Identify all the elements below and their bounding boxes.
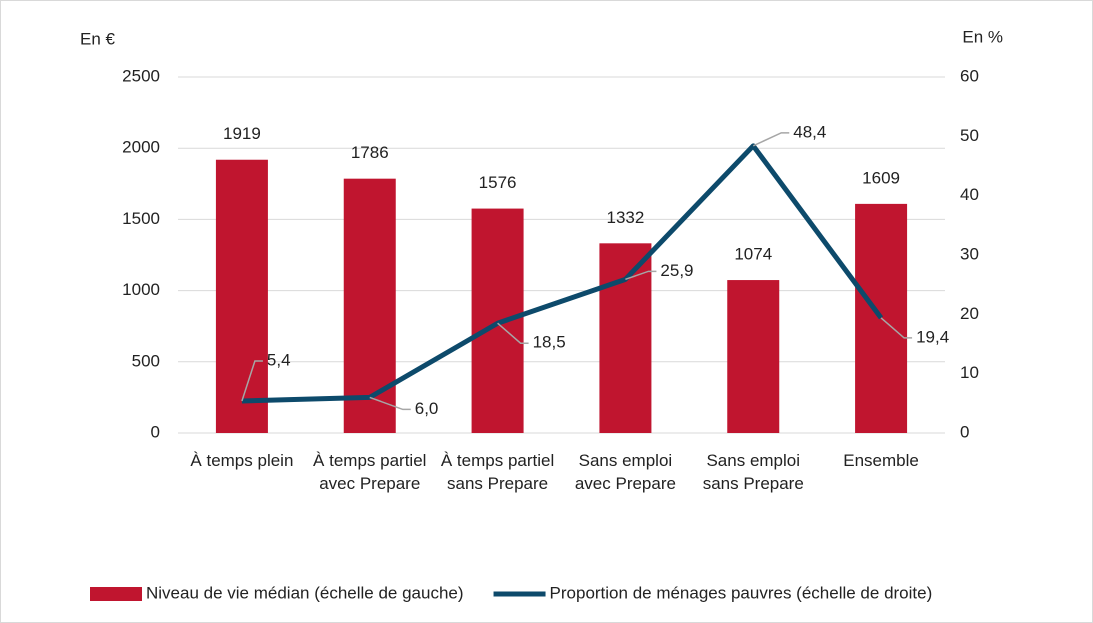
y2-tick-label: 40 xyxy=(960,185,979,204)
bar xyxy=(343,178,396,433)
y-tick-label: 1000 xyxy=(122,280,160,299)
bar-value-label: 1609 xyxy=(862,168,900,187)
x-tick-label: Ensemble xyxy=(843,451,919,470)
line-value-label: 6,0 xyxy=(415,399,439,418)
x-tick-label: À temps partiel avec Prepare xyxy=(313,451,427,493)
y2-tick-label: 60 xyxy=(960,66,979,85)
y2-tick-label: 10 xyxy=(960,363,979,382)
x-tick-label-box: Ensemble xyxy=(843,451,919,470)
x-tick-label: À temps plein xyxy=(190,451,294,470)
leader-line xyxy=(241,360,263,402)
y2-axis-label: En % xyxy=(962,27,1003,46)
y-axis-label: En € xyxy=(80,29,116,48)
bar-value-label: 1332 xyxy=(607,208,645,227)
leader-line xyxy=(369,396,411,411)
y2-tick-label: 0 xyxy=(960,422,969,441)
legend-label: Proportion de ménages pauvres (échelle d… xyxy=(550,583,933,602)
line-value-label: 25,9 xyxy=(660,261,693,280)
x-tick-label-box: À temps plein xyxy=(190,451,294,470)
x-tick-label-box: Sans emploi avec Prepare xyxy=(574,451,676,493)
x-tick-label-box: À temps partiel avec Prepare xyxy=(313,451,427,493)
y2-tick-label: 50 xyxy=(960,126,979,145)
bar-value-label: 1074 xyxy=(734,245,772,264)
bar xyxy=(215,159,268,433)
line-value-label: 5,4 xyxy=(267,350,291,369)
x-tick-label-box: À temps partiel sans Prepare xyxy=(440,451,555,493)
y-tick-label: 2000 xyxy=(122,138,160,157)
leader-line xyxy=(880,317,913,339)
y-tick-label: 1500 xyxy=(122,209,160,228)
y-tick-label: 0 xyxy=(151,422,160,441)
bar xyxy=(727,280,780,433)
bar-value-label: 1919 xyxy=(223,124,261,143)
line-value-label: 18,5 xyxy=(533,333,566,352)
x-tick-label: À temps partiel sans Prepare xyxy=(440,451,555,493)
y2-tick-label: 20 xyxy=(960,304,979,323)
leader-line xyxy=(625,270,657,281)
bar xyxy=(599,243,652,433)
x-tick-label: Sans emploi avec Prepare xyxy=(574,451,676,493)
x-tick-label: Sans emploi sans Prepare xyxy=(702,451,804,493)
bar-value-label: 1786 xyxy=(351,143,389,162)
y-tick-label: 500 xyxy=(132,351,160,370)
y2-tick-label: 30 xyxy=(960,244,979,263)
legend-label: Niveau de vie médian (échelle de gauche) xyxy=(146,583,464,602)
line-value-label: 48,4 xyxy=(793,122,826,141)
x-tick-label-box: Sans emploi sans Prepare xyxy=(702,451,804,493)
y-tick-label: 2500 xyxy=(122,66,160,85)
line xyxy=(241,143,884,404)
legend-swatch xyxy=(90,587,142,601)
bar-value-label: 1576 xyxy=(479,173,517,192)
leader-line xyxy=(497,322,529,344)
leader-line xyxy=(752,132,790,147)
line-value-label: 19,4 xyxy=(916,327,949,346)
